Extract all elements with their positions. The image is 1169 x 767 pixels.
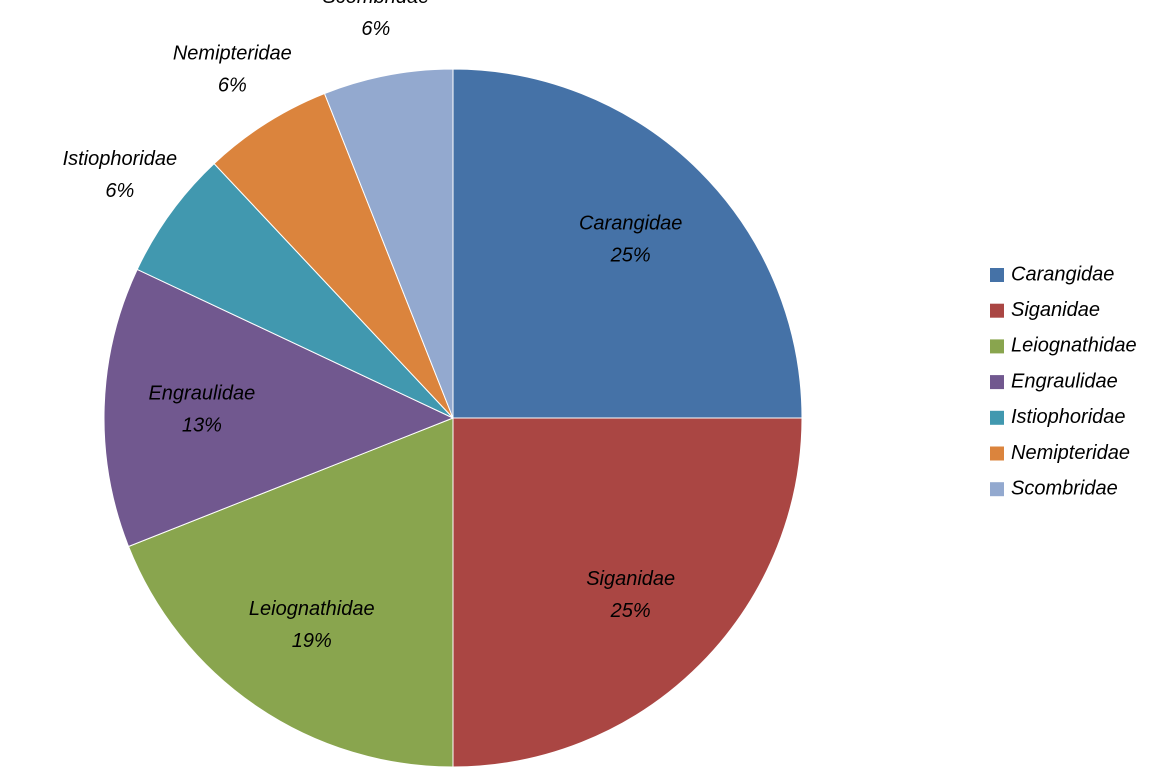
legend-label: Istiophoridae xyxy=(1011,406,1126,428)
legend-swatch xyxy=(990,375,1004,390)
slice-label-value: 6% xyxy=(361,18,390,40)
pie-slice xyxy=(103,268,455,548)
slice-label-value: 6% xyxy=(218,75,247,97)
legend-swatch xyxy=(990,410,1004,425)
slice-label-name: Siganidae xyxy=(586,568,675,590)
slice-label-name: Carangidae xyxy=(579,213,682,235)
legend-swatch xyxy=(990,303,1004,318)
slice-label-value: 13% xyxy=(182,414,222,436)
pie-slice xyxy=(213,92,454,419)
slice-label-name: Istiophoridae xyxy=(63,148,178,170)
slice-label-value: 25% xyxy=(610,245,651,267)
legend-label: Engraulidae xyxy=(1011,370,1118,392)
slice-label-name: Nemipteridae xyxy=(173,43,292,65)
legend-label: Leiognathidae xyxy=(1011,335,1137,357)
pie-slice xyxy=(452,68,803,419)
pie-slice xyxy=(127,417,454,767)
pie-slice xyxy=(136,162,454,419)
legend-label: Nemipteridae xyxy=(1011,442,1130,464)
legend-swatch xyxy=(990,482,1004,497)
slice-label-value: 25% xyxy=(610,600,651,622)
legend-swatch xyxy=(990,339,1004,354)
legend-swatch xyxy=(990,446,1004,461)
slice-label-value: 19% xyxy=(292,630,332,652)
pie-slice xyxy=(452,417,803,767)
legend-label: Carangidae xyxy=(1011,263,1114,285)
slice-label-name: Scombridae xyxy=(322,0,429,8)
slice-label-name: Engraulidae xyxy=(148,382,255,404)
legend-label: Scombridae xyxy=(1011,477,1118,499)
slice-label-value: 6% xyxy=(105,180,134,202)
legend-swatch xyxy=(990,268,1004,282)
legend-label: Siganidae xyxy=(1011,299,1100,321)
slice-label-name: Leiognathidae xyxy=(249,598,375,620)
pie-slice xyxy=(323,68,454,419)
